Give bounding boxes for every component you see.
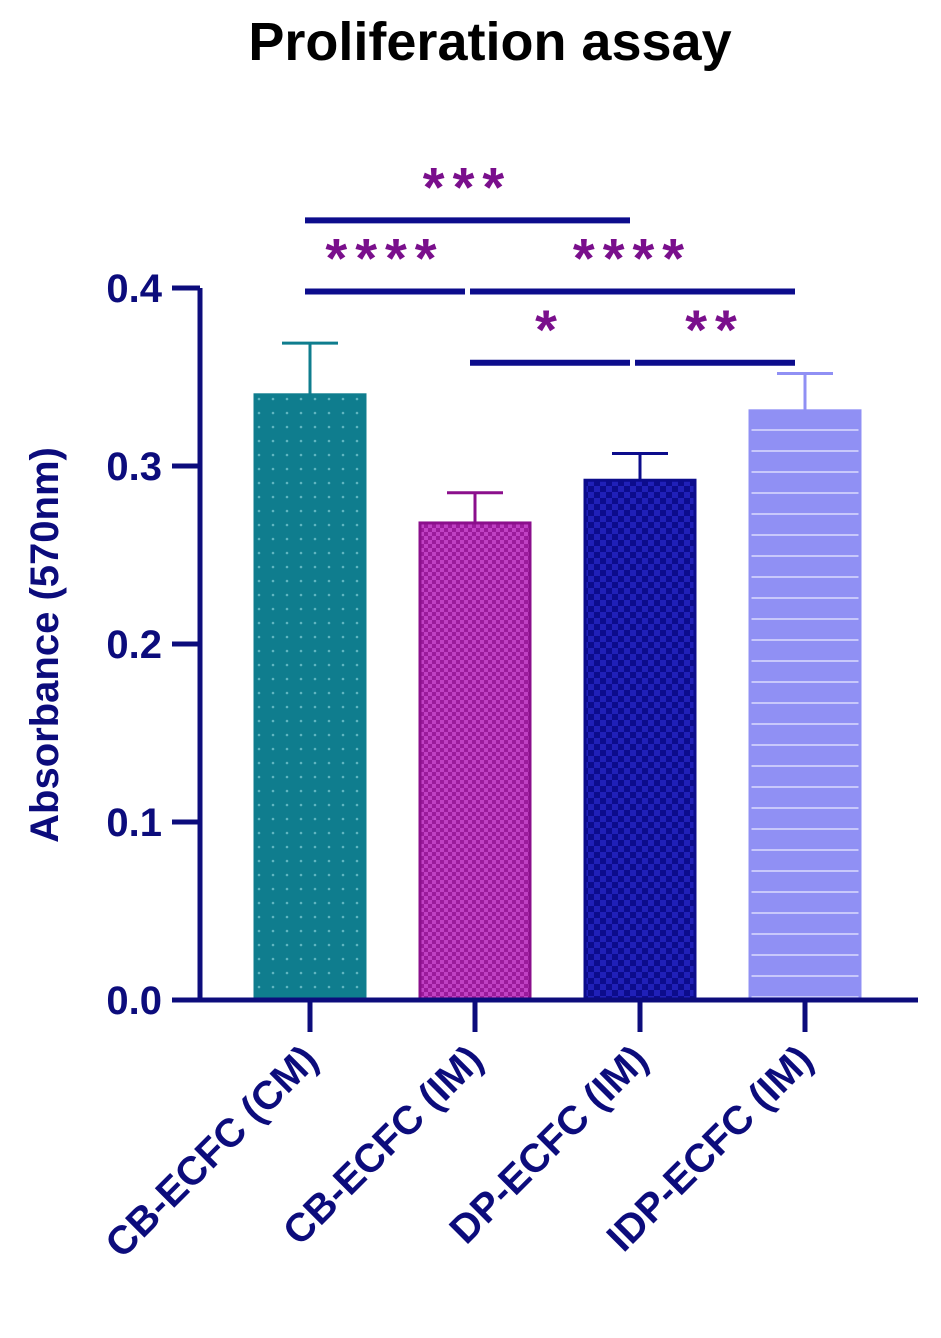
y-tick-label: 0.1: [106, 801, 162, 845]
y-axis-label: Absorbance (570nm): [23, 447, 67, 843]
significance-label-2: ****: [325, 227, 444, 290]
y-tick-label: 0.4: [106, 267, 162, 311]
y-tick-label: 0.3: [106, 445, 162, 489]
bar-4: [748, 409, 862, 1002]
bar-3: [583, 478, 697, 1002]
chart-title: Proliferation assay: [248, 12, 731, 72]
y-tick-label: 0.0: [106, 979, 162, 1023]
significance-label-1: ***: [423, 155, 512, 218]
significance-label-4: *: [535, 298, 565, 361]
y-tick-label: 0.2: [106, 623, 162, 667]
bar-1: [253, 393, 367, 1002]
significance-label-5: **: [685, 298, 745, 361]
bar-2: [418, 521, 532, 1002]
significance-label-3: ****: [573, 227, 692, 290]
